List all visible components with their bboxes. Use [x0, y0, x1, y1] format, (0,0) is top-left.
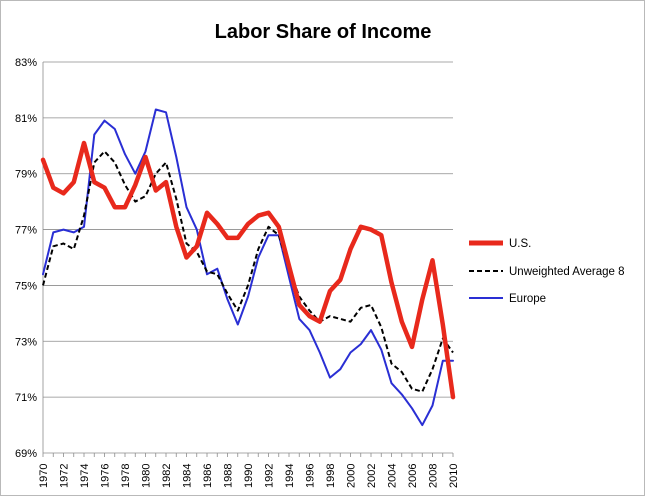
legend: U.S. Unweighted Average 8 Europe — [469, 238, 625, 305]
gridlines — [43, 61, 453, 398]
x-tick-label: 1992 — [264, 464, 276, 488]
y-tick-label: 77% — [15, 225, 37, 237]
axes — [42, 62, 454, 457]
x-tick-label: 2004 — [387, 464, 399, 488]
y-tick-label: 81% — [15, 113, 37, 125]
y-tick-label: 69% — [15, 448, 37, 460]
x-tick-labels: 1970 1972 1974 1976 1978 1980 1982 1984 1986 1988… — [38, 464, 460, 488]
x-tick-label: 1978 — [120, 464, 132, 488]
x-tick-label: 1990 — [243, 464, 255, 488]
x-tick-label: 1970 — [38, 464, 50, 488]
x-tick-label: 2000 — [346, 464, 358, 488]
x-tick-label: 1986 — [202, 464, 214, 488]
y-tick-label: 83% — [15, 57, 37, 69]
series-line-europe — [42, 108, 454, 427]
x-tick-label: 1996 — [305, 464, 317, 488]
y-tick-label: 75% — [15, 280, 37, 292]
series-line-unweighted-average-8 — [42, 150, 454, 393]
series-lines — [40, 108, 456, 427]
x-tick-label: 1974 — [79, 464, 91, 488]
x-tick-label: 2002 — [366, 464, 378, 488]
x-tick-label: 2006 — [407, 464, 419, 488]
legend-label: U.S. — [509, 238, 531, 250]
legend-label: Unweighted Average 8 — [509, 266, 625, 278]
x-tick-label: 1998 — [325, 464, 337, 488]
x-tick-label: 1976 — [100, 464, 112, 488]
chart-title: Labor Share of Income — [215, 21, 432, 43]
y-tick-labels: 83% 81% 79% 77% 75% 73% 71% 69% — [15, 57, 37, 460]
x-tick-label: 1984 — [182, 464, 194, 488]
x-tick-label: 2008 — [428, 464, 440, 488]
series-line-u-s — [40, 140, 456, 400]
x-tick-label: 1980 — [141, 464, 153, 488]
y-tick-label: 79% — [15, 169, 37, 181]
x-tick-label: 2010 — [448, 464, 460, 488]
x-tick-label: 1982 — [161, 464, 173, 488]
legend-label: Europe — [509, 293, 546, 305]
x-tick-label: 1988 — [223, 464, 235, 488]
y-tick-label: 71% — [15, 392, 37, 404]
y-tick-label: 73% — [15, 336, 37, 348]
x-tick-label: 1994 — [284, 464, 296, 488]
x-tick-label: 1972 — [59, 464, 71, 488]
